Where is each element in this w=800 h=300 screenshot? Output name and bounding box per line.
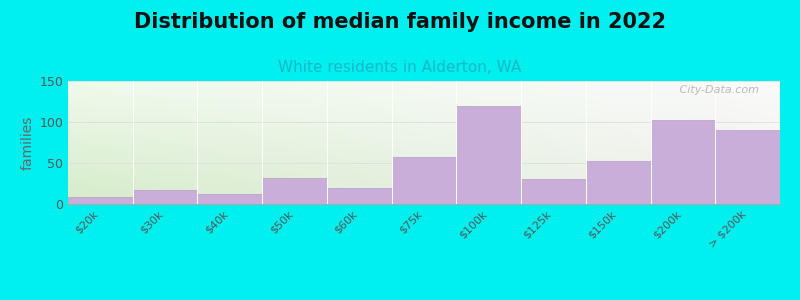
- Bar: [715, 130, 780, 204]
- Text: Distribution of median family income in 2022: Distribution of median family income in …: [134, 12, 666, 32]
- Text: White residents in Alderton, WA: White residents in Alderton, WA: [278, 60, 522, 75]
- Bar: [456, 106, 521, 204]
- Bar: [198, 194, 262, 204]
- Bar: [521, 179, 586, 204]
- Bar: [650, 120, 715, 204]
- Bar: [68, 197, 133, 204]
- Text: City-Data.com: City-Data.com: [676, 85, 758, 95]
- Bar: [586, 161, 650, 204]
- Bar: [133, 190, 198, 204]
- Y-axis label: families: families: [21, 115, 35, 170]
- Bar: [327, 188, 392, 204]
- Bar: [392, 157, 456, 204]
- Bar: [262, 178, 327, 204]
